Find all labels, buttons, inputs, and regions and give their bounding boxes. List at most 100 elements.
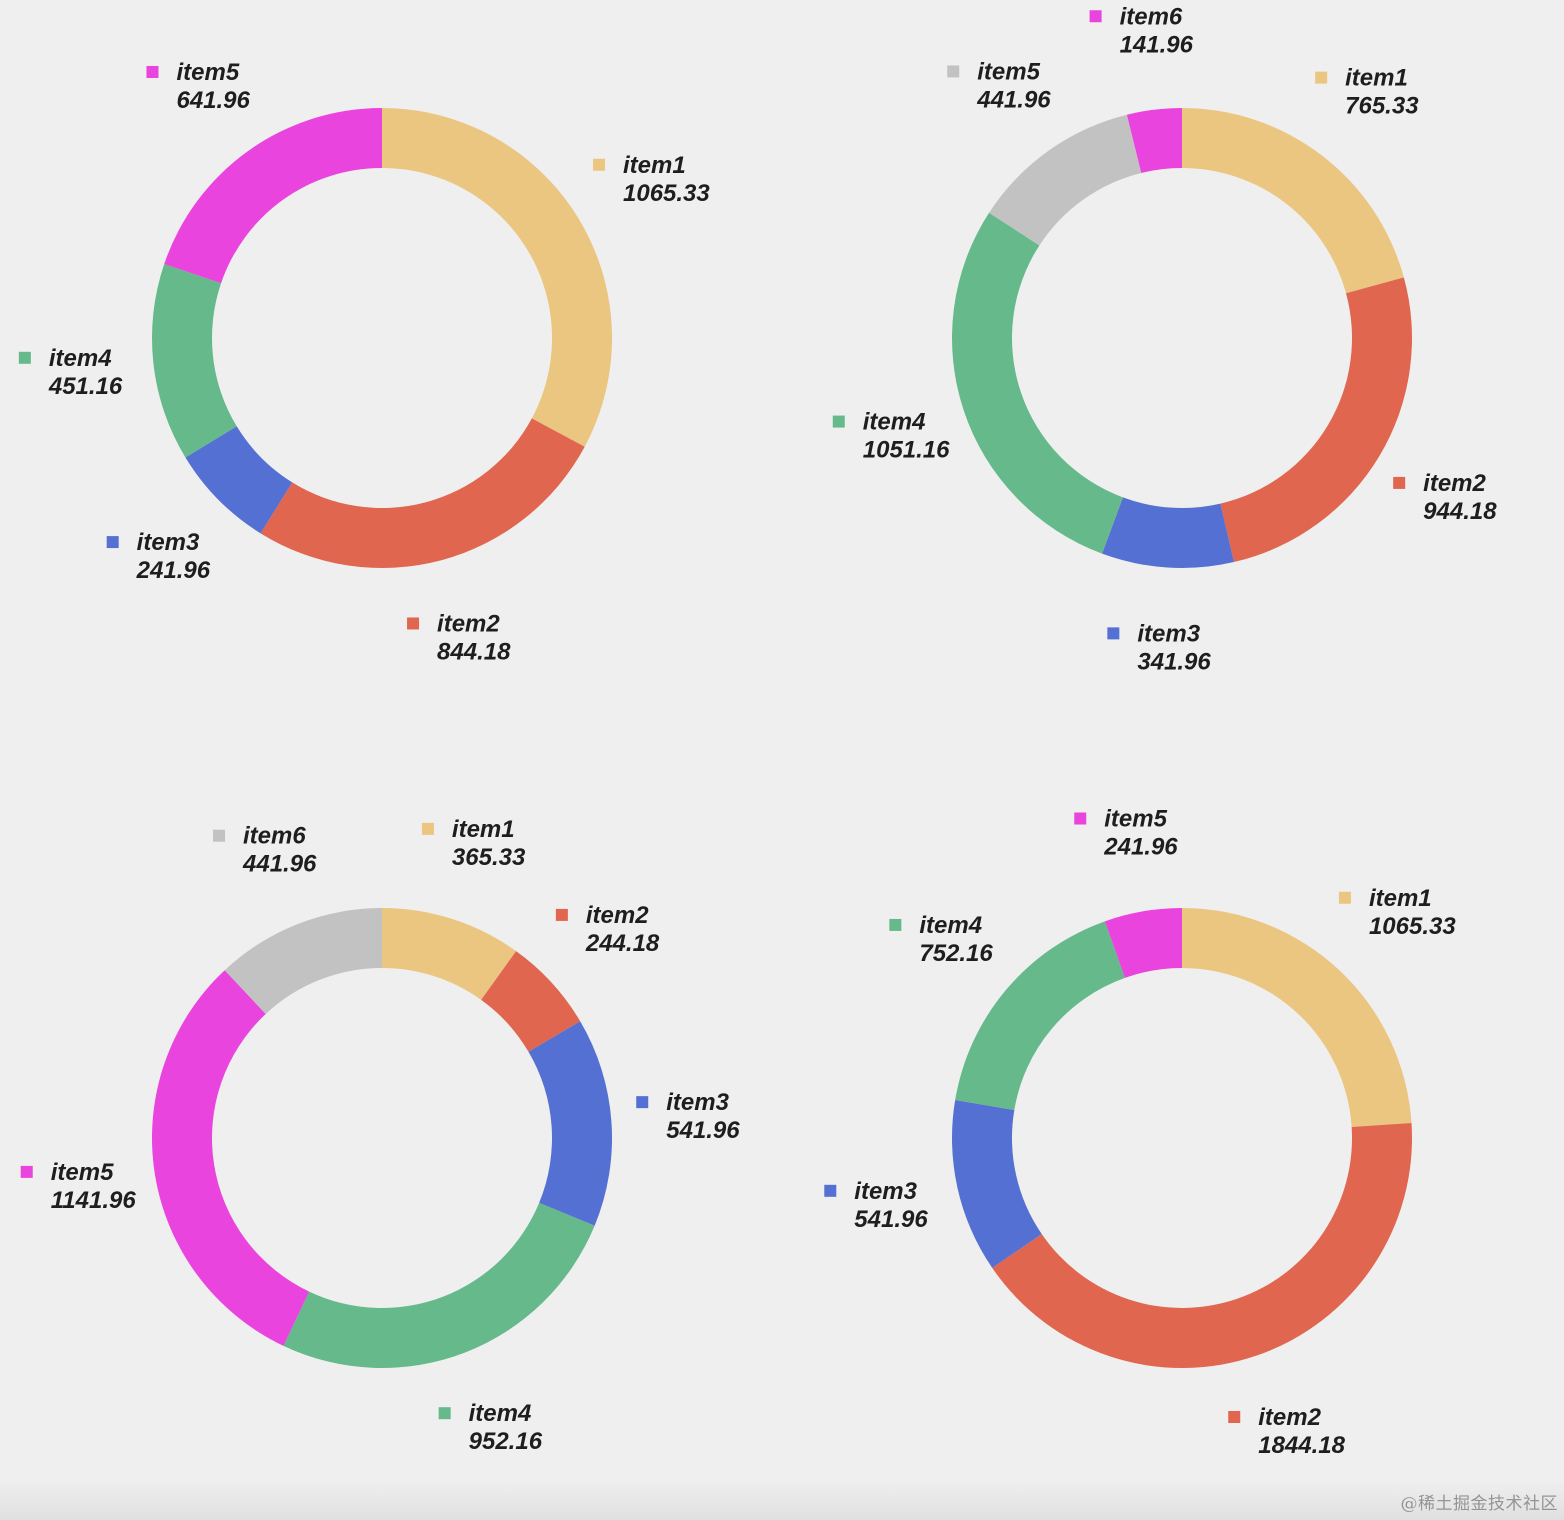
donut-slice-item3[interactable] xyxy=(1102,497,1234,568)
legend-swatch xyxy=(1338,891,1351,904)
donut-slice-item4[interactable] xyxy=(152,263,237,458)
donut-slice-item6[interactable] xyxy=(224,908,382,1014)
donut-slice-item5[interactable] xyxy=(164,107,382,284)
slice-value-label: 1065.33 xyxy=(1369,913,1456,940)
legend-swatch xyxy=(438,1407,451,1420)
slice-name-label: item2 xyxy=(437,610,500,637)
slice-name-label: item3 xyxy=(1137,620,1200,647)
slice-value-label: 341.96 xyxy=(1137,648,1211,675)
donut-slice-item2[interactable] xyxy=(992,1123,1412,1368)
slice-value-label: 1141.96 xyxy=(51,1187,137,1214)
donut-slice-item5[interactable] xyxy=(989,114,1142,246)
donut-slice-item2[interactable] xyxy=(481,951,581,1052)
donut-slice-item5[interactable] xyxy=(1104,908,1182,978)
legend-swatch xyxy=(421,822,434,835)
slice-name-label: item5 xyxy=(977,58,1040,85)
legend-swatch xyxy=(20,1165,33,1178)
slice-value-label: 451.16 xyxy=(48,373,123,400)
slice-value-label: 844.18 xyxy=(437,638,511,665)
legend-swatch xyxy=(555,908,568,921)
slice-name-label: item1 xyxy=(623,152,686,179)
slice-name-label: item5 xyxy=(176,59,239,86)
legend-swatch xyxy=(832,415,845,428)
slice-value-label: 1844.18 xyxy=(1258,1432,1345,1459)
slice-name-label: item5 xyxy=(1104,806,1167,833)
slice-value-label: 541.96 xyxy=(854,1206,928,1233)
donut-slice-item1[interactable] xyxy=(1182,908,1412,1127)
donut-slice-item2[interactable] xyxy=(1220,277,1412,563)
slice-value-label: 944.18 xyxy=(1423,498,1497,525)
slice-value-label: 244.18 xyxy=(585,930,660,957)
slice-name-label: item4 xyxy=(919,912,982,939)
slice-name-label: item2 xyxy=(586,902,649,929)
slice-value-label: 441.96 xyxy=(242,851,317,878)
slice-value-label: 441.96 xyxy=(976,86,1051,113)
donut-slice-item1[interactable] xyxy=(382,908,517,1000)
slice-name-label: item5 xyxy=(51,1159,114,1186)
slice-name-label: item3 xyxy=(666,1089,729,1116)
donut-slice-item5[interactable] xyxy=(151,970,310,1346)
donut-slice-item2[interactable] xyxy=(260,418,585,568)
legend-swatch xyxy=(213,829,226,842)
slice-value-label: 141.96 xyxy=(1120,31,1194,58)
legend-swatch xyxy=(1074,812,1087,825)
legend-swatch xyxy=(146,65,159,78)
legend-swatch xyxy=(824,1184,837,1197)
legend-swatch xyxy=(18,351,31,364)
slice-name-label: item2 xyxy=(1258,1404,1321,1431)
slice-value-label: 1065.33 xyxy=(623,180,710,207)
donut-slice-item6[interactable] xyxy=(1126,108,1182,173)
slice-name-label: item4 xyxy=(863,409,926,436)
slice-name-label: item1 xyxy=(1369,885,1432,912)
slice-name-label: item3 xyxy=(854,1178,917,1205)
slice-name-label: item2 xyxy=(1423,470,1486,497)
slice-value-label: 952.16 xyxy=(469,1428,543,1455)
legend-swatch xyxy=(1089,10,1102,23)
legend-swatch xyxy=(407,617,420,630)
donut-slice-item4[interactable] xyxy=(955,921,1125,1110)
slice-value-label: 641.96 xyxy=(176,87,250,114)
legend-swatch xyxy=(889,918,902,931)
slice-value-label: 752.16 xyxy=(919,940,993,967)
slice-name-label: item4 xyxy=(469,1400,532,1427)
slice-value-label: 241.96 xyxy=(1103,834,1178,861)
legend-swatch xyxy=(1107,627,1120,640)
donut-slice-item3[interactable] xyxy=(185,426,293,534)
slice-value-label: 365.33 xyxy=(452,844,526,871)
legend-swatch xyxy=(1393,476,1406,489)
donut-slice-item3[interactable] xyxy=(528,1021,612,1226)
donut-slice-item3[interactable] xyxy=(952,1100,1042,1268)
donut-slice-item4[interactable] xyxy=(283,1202,595,1369)
donut-slice-item1[interactable] xyxy=(1182,108,1404,294)
donut-slice-item1[interactable] xyxy=(382,108,612,447)
legend-swatch xyxy=(947,65,960,78)
donut-slice-item4[interactable] xyxy=(951,212,1123,554)
slice-name-label: item1 xyxy=(452,816,515,843)
slice-name-label: item1 xyxy=(1345,65,1408,92)
slice-name-label: item4 xyxy=(49,345,112,372)
